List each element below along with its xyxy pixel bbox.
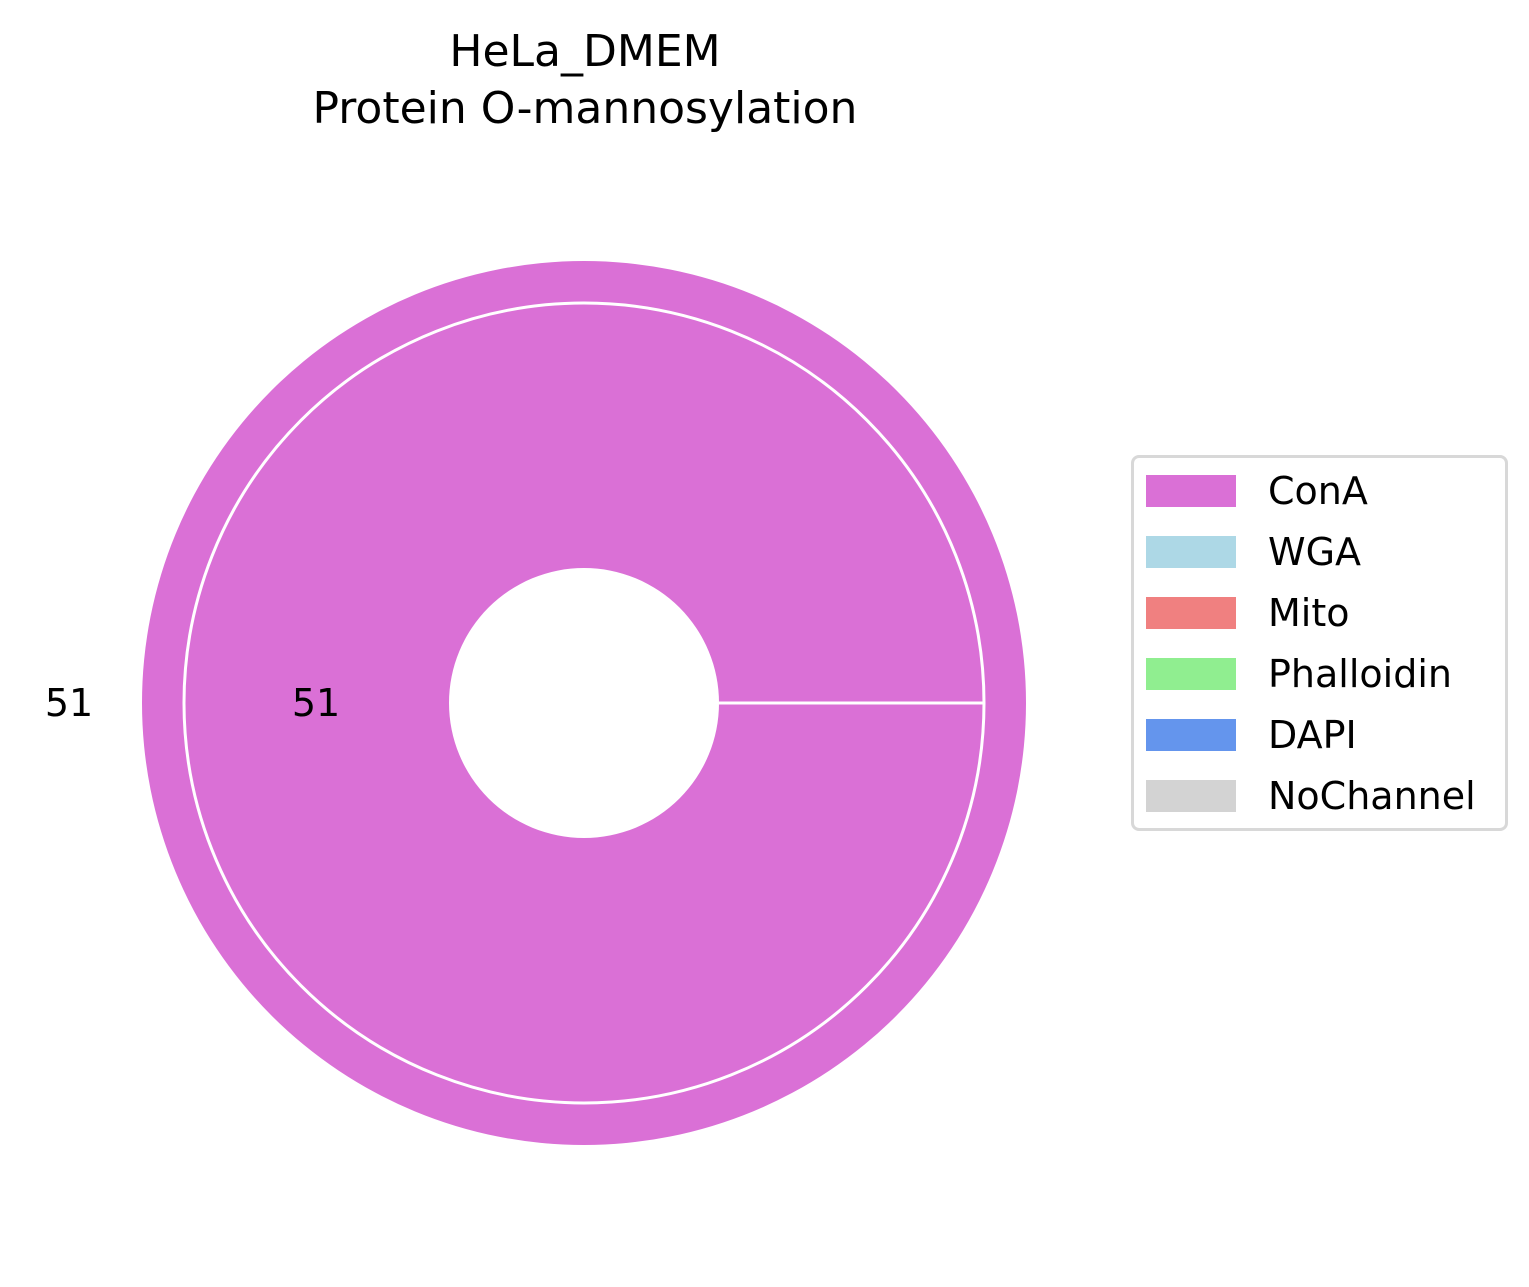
data-label-outer: 51 [45, 681, 93, 725]
legend-item-WGA: WGA [1146, 532, 1506, 572]
legend: ConA WGA Mito Phalloidin DAPI NoChannel [1131, 455, 1508, 831]
legend-item-NoChannel: NoChannel [1146, 776, 1506, 816]
legend-swatch [1146, 719, 1236, 751]
legend-item-ConA: ConA [1146, 471, 1506, 511]
legend-label: Phalloidin [1268, 652, 1452, 696]
legend-label: Mito [1268, 591, 1350, 635]
ring-separator [182, 301, 986, 1105]
legend-label: NoChannel [1268, 774, 1476, 818]
legend-swatch [1146, 658, 1236, 690]
legend-label: ConA [1268, 469, 1368, 513]
legend-item-Mito: Mito [1146, 593, 1506, 633]
data-label-inner: 51 [292, 681, 340, 725]
chart-title: HeLa_DMEM [449, 26, 721, 77]
pie-slice-inner-ConA [184, 303, 984, 1103]
legend-swatch [1146, 780, 1236, 812]
legend-swatch [1146, 597, 1236, 629]
legend-swatch [1146, 536, 1236, 568]
legend-item-DAPI: DAPI [1146, 715, 1506, 755]
legend-label: DAPI [1268, 713, 1357, 757]
legend-swatch [1146, 475, 1236, 507]
chart-subtitle: Protein O-mannosylation [312, 83, 858, 134]
legend-item-Phalloidin: Phalloidin [1146, 654, 1506, 694]
legend-label: WGA [1268, 530, 1362, 574]
